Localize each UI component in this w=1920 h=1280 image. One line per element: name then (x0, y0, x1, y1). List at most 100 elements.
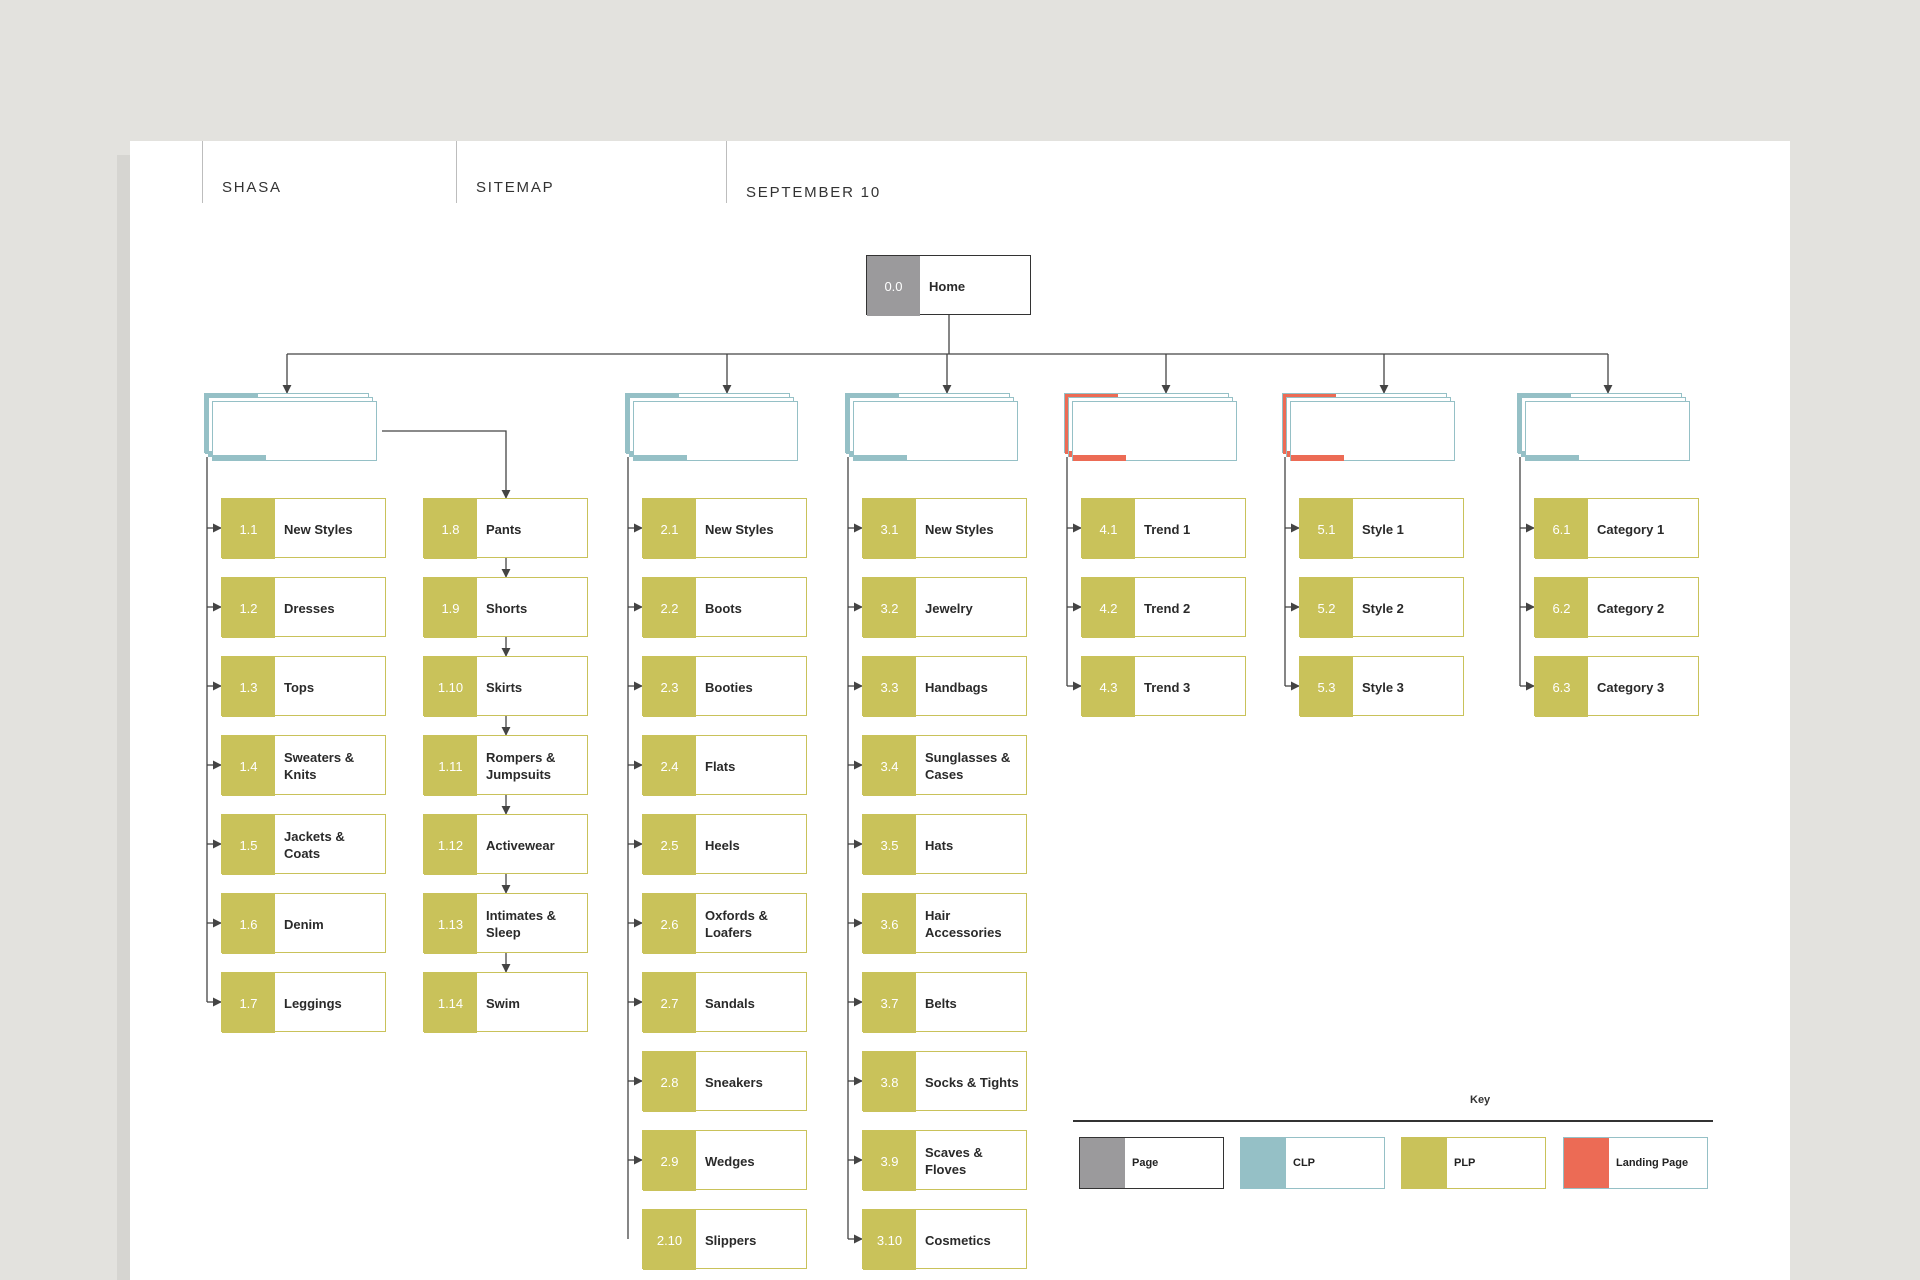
node-label: Style 3 (1362, 679, 1404, 695)
node-stack-layer (633, 401, 798, 461)
node-card: 5.2 Style 2 (1299, 577, 1464, 638)
node-number: 3.5 (863, 815, 916, 875)
node-label: New Styles (705, 521, 774, 537)
node-label: Dresses (284, 600, 335, 616)
node-label: Heels (705, 837, 740, 853)
node-number: 2.7 (643, 973, 696, 1033)
key-title: Key (1470, 1094, 1491, 1106)
node-label: Intimates & Sleep (486, 908, 557, 940)
node-card: 1.11 Rompers & Jumpsuits (423, 735, 588, 796)
node-card: 1.3 Tops (221, 656, 386, 717)
node-card: 2.10 Slippers (642, 1209, 807, 1270)
node-number: 2.9 (643, 1131, 696, 1191)
key-swatch (1080, 1138, 1125, 1188)
node-card: 2.5 Heels (642, 814, 807, 875)
node-label: Category 1 (1597, 521, 1665, 537)
node-label: Shorts (486, 600, 528, 616)
node-number: 3.4 (863, 736, 916, 796)
node-number: 5.3 (1300, 657, 1353, 717)
key-item-landing-page: Landing Page (1563, 1137, 1708, 1189)
node-number: 5.1 (1300, 499, 1353, 559)
node-card: 4.2 Trend 2 (1081, 577, 1246, 638)
node-number: 3.2 (863, 578, 916, 638)
node-number: 2.3 (643, 657, 696, 717)
node-label: Belts (925, 995, 957, 1011)
node-stack-layer (1525, 401, 1690, 461)
node-number: 3.3 (863, 657, 916, 717)
node-card: 1.9 Shorts (423, 577, 588, 638)
node-label: Category 2 (1597, 600, 1665, 616)
node-card: 1.14 Swim (423, 972, 588, 1033)
node-card: 6.2 Category 2 (1534, 577, 1699, 638)
node-card: 2.3 Booties (642, 656, 807, 717)
node-label: Boots (705, 600, 742, 616)
node-number: 1.8 (424, 499, 477, 559)
node-label: Style 2 (1362, 600, 1404, 616)
key-item-page: Page (1079, 1137, 1224, 1189)
key-label: CLP (1293, 1157, 1315, 1169)
node-card: 1.8 Pants (423, 498, 588, 559)
key-swatch (1402, 1138, 1447, 1188)
node-card: 2.8 Sneakers (642, 1051, 807, 1112)
node-card: 3.2 Jewelry (862, 577, 1027, 638)
key-label: PLP (1454, 1157, 1476, 1169)
node-number: 4.3 (1082, 657, 1135, 717)
node-card: 3.1 New Styles (862, 498, 1027, 559)
node-number: 2.2 (643, 578, 696, 638)
node-number: 1.12 (424, 815, 477, 875)
node-stack-layer (1072, 401, 1237, 461)
node-card: 2.6 Oxfords & Loafers (642, 893, 807, 954)
key-swatch (1564, 1138, 1609, 1188)
header-date: SEPTEMBER 10 (746, 184, 881, 201)
node-number: 1.5 (222, 815, 275, 875)
node-label: Style 1 (1362, 521, 1404, 537)
stack-color-strip (1526, 455, 1579, 461)
node-number: 1.14 (424, 973, 477, 1033)
node-card: 1.12 Activewear (423, 814, 588, 875)
stack-color-strip (1291, 455, 1344, 461)
node-card: 5.1 Style 1 (1299, 498, 1464, 559)
node-number: 3.7 (863, 973, 916, 1033)
node-card: 3.5 Hats (862, 814, 1027, 875)
node-number: 2.10 (643, 1210, 696, 1270)
node-number: 1.3 (222, 657, 275, 717)
node-label: Slippers (705, 1232, 757, 1248)
node-card: 5.3 Style 3 (1299, 656, 1464, 717)
header-client-cell: SHASA (202, 141, 403, 203)
node-label: Sweaters & Knits (284, 750, 355, 782)
node-card: 6.1 Category 1 (1534, 498, 1699, 559)
node-card: 2.9 Wedges (642, 1130, 807, 1191)
key-label: Page (1132, 1157, 1159, 1169)
node-number: 4.2 (1082, 578, 1135, 638)
node-label: Scaves & Floves (925, 1145, 983, 1177)
node-stack-layer (853, 401, 1018, 461)
connector-lines (206, 315, 1613, 1244)
node-label: Rompers & Jumpsuits (486, 750, 556, 782)
header-doc-cell: SITEMAP (456, 141, 717, 203)
node-number: 1.11 (424, 736, 477, 796)
node-number: 2.1 (643, 499, 696, 559)
node-number: 1.6 (222, 894, 275, 954)
node-label: Activewear (486, 837, 555, 853)
node-card: 3.9 Scaves & Floves (862, 1130, 1027, 1191)
node-number: 4.1 (1082, 499, 1135, 559)
node-card: 1.7 Leggings (221, 972, 386, 1033)
node-number: 3.6 (863, 894, 916, 954)
header-client: SHASA (222, 179, 282, 196)
key-item-clp: CLP (1240, 1137, 1385, 1189)
node-label: Jewelry (925, 600, 973, 616)
node-card: 2.7 Sandals (642, 972, 807, 1033)
node-card: 1.2 Dresses (221, 577, 386, 638)
node-number: 5.2 (1300, 578, 1353, 638)
node-card: 1.5 Jackets & Coats (221, 814, 386, 875)
key-divider (1073, 1120, 1713, 1122)
node-number: 1.7 (222, 973, 275, 1033)
node-label: New Styles (925, 521, 994, 537)
node-label: Wedges (705, 1153, 755, 1169)
header-date-cell: SEPTEMBER 10 (726, 141, 1027, 203)
node-label: Home (929, 278, 966, 294)
key-label: Landing Page (1616, 1157, 1689, 1169)
node-card: 1.6 Denim (221, 893, 386, 954)
node-label: Trend 1 (1144, 521, 1191, 537)
node-label: Jackets & Coats (284, 829, 345, 861)
